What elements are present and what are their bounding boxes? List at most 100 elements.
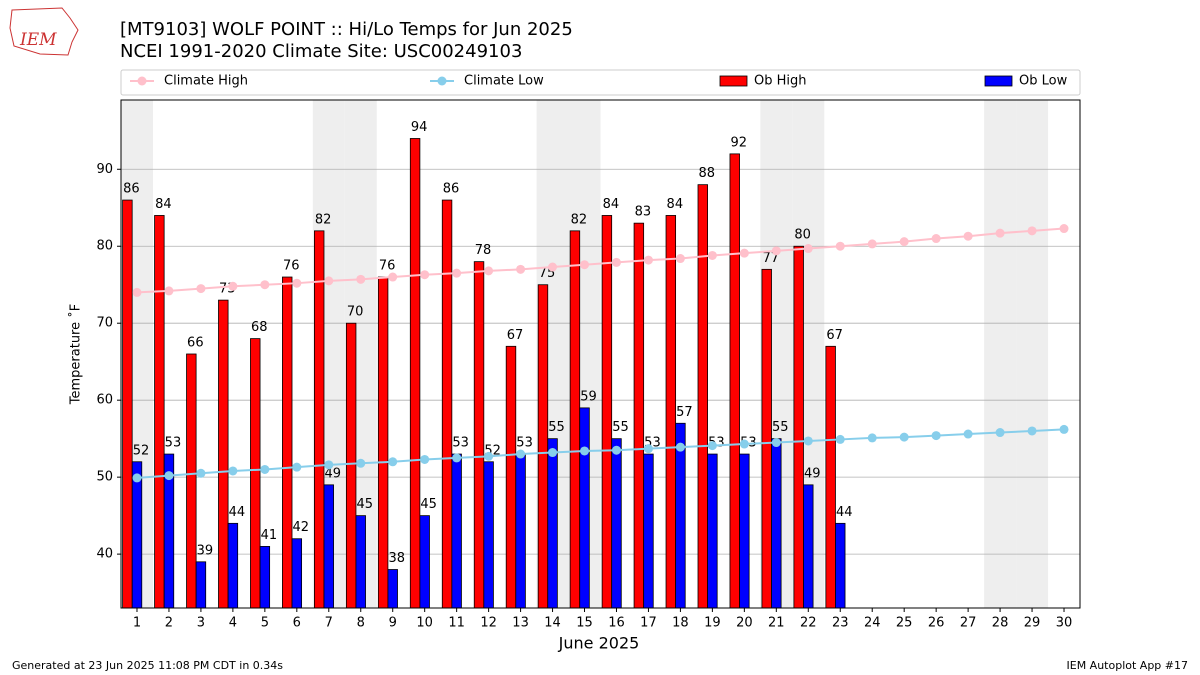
shaded-band (1016, 100, 1049, 608)
x-tick-label: 3 (197, 616, 205, 631)
point (771, 438, 781, 448)
legend-label: Climate High (164, 74, 248, 89)
point (548, 448, 558, 458)
x-tick-label: 6 (293, 616, 301, 631)
x-tick-label: 14 (544, 616, 561, 631)
bar (323, 484, 334, 609)
bar (218, 299, 229, 609)
point (292, 462, 302, 472)
x-tick-label: 5 (261, 616, 269, 631)
bar (505, 345, 517, 609)
x-tick-label: 9 (389, 616, 397, 631)
x-tick-label: 17 (640, 616, 657, 631)
value-label: 45 (356, 497, 373, 512)
y-tick-label: 90 (96, 162, 113, 177)
value-label: 52 (133, 443, 150, 458)
point (643, 444, 653, 454)
value-label: 86 (443, 182, 460, 197)
point (611, 445, 621, 455)
value-label: 66 (187, 336, 204, 351)
x-tick-label: 23 (832, 616, 849, 631)
point (228, 466, 238, 476)
x-tick-label: 22 (800, 616, 817, 631)
bar (547, 438, 558, 609)
x-tick-label: 25 (896, 616, 913, 631)
bar (537, 284, 549, 609)
value-label: 82 (315, 212, 332, 227)
value-label: 78 (475, 243, 492, 258)
bar (515, 453, 526, 609)
bar (122, 199, 133, 609)
chart-title: [MT9103] WOLF POINT :: Hi/Lo Temps for J… (120, 19, 573, 40)
point (580, 446, 590, 456)
bar (643, 453, 654, 609)
point (643, 255, 653, 265)
footer-right: IEM Autoplot App #17 (1067, 659, 1189, 672)
y-tick-label: 50 (96, 470, 113, 485)
point (1027, 226, 1037, 236)
chart-subtitle: NCEI 1991-2020 Climate Site: USC00249103 (120, 41, 522, 62)
bar (154, 215, 165, 609)
x-tick-label: 28 (992, 616, 1009, 631)
point (739, 439, 749, 449)
point (771, 246, 781, 256)
value-label: 59 (580, 389, 597, 404)
bar (835, 522, 846, 609)
point (324, 276, 334, 286)
point (356, 274, 366, 284)
bar (803, 484, 814, 609)
bar (483, 461, 494, 609)
value-label: 42 (293, 520, 310, 535)
point (196, 284, 206, 294)
value-label: 39 (197, 543, 214, 558)
point (611, 257, 621, 267)
legend-swatch (719, 75, 748, 87)
bar (409, 138, 421, 609)
point (867, 433, 877, 443)
bar (665, 215, 677, 609)
point (484, 451, 494, 461)
point (963, 231, 973, 241)
bar (771, 438, 782, 609)
value-label: 88 (699, 166, 716, 181)
value-label: 53 (516, 436, 533, 451)
bar (259, 546, 271, 609)
x-tick-label: 18 (672, 616, 689, 631)
legend-marker (137, 76, 147, 86)
bar (377, 276, 389, 609)
bar (633, 222, 645, 609)
value-label: 53 (452, 436, 469, 451)
x-tick-label: 26 (928, 616, 945, 631)
value-label: 44 (229, 505, 246, 520)
x-tick-label: 1 (133, 616, 141, 631)
value-label: 70 (347, 305, 364, 320)
point (260, 464, 270, 474)
point (132, 287, 142, 297)
point (899, 237, 909, 247)
value-label: 49 (325, 466, 342, 481)
point (1059, 424, 1069, 434)
point (963, 429, 973, 439)
point (707, 441, 717, 451)
y-tick-label: 80 (96, 239, 113, 254)
value-label: 76 (283, 259, 300, 274)
bar (186, 353, 197, 609)
x-tick-label: 19 (704, 616, 721, 631)
value-label: 86 (123, 182, 140, 197)
point (324, 460, 334, 470)
bar (579, 407, 590, 609)
point (835, 434, 845, 444)
value-label: 67 (507, 328, 524, 343)
x-tick-label: 15 (576, 616, 593, 631)
bar (345, 322, 357, 609)
bar (761, 268, 772, 609)
value-label: 44 (836, 505, 853, 520)
bar (419, 515, 430, 609)
plot-frame (120, 99, 1081, 609)
value-label: 67 (826, 328, 843, 343)
bar (313, 230, 325, 609)
bar (441, 199, 453, 609)
point (164, 286, 174, 296)
bar (739, 453, 750, 609)
value-label: 92 (730, 135, 747, 150)
